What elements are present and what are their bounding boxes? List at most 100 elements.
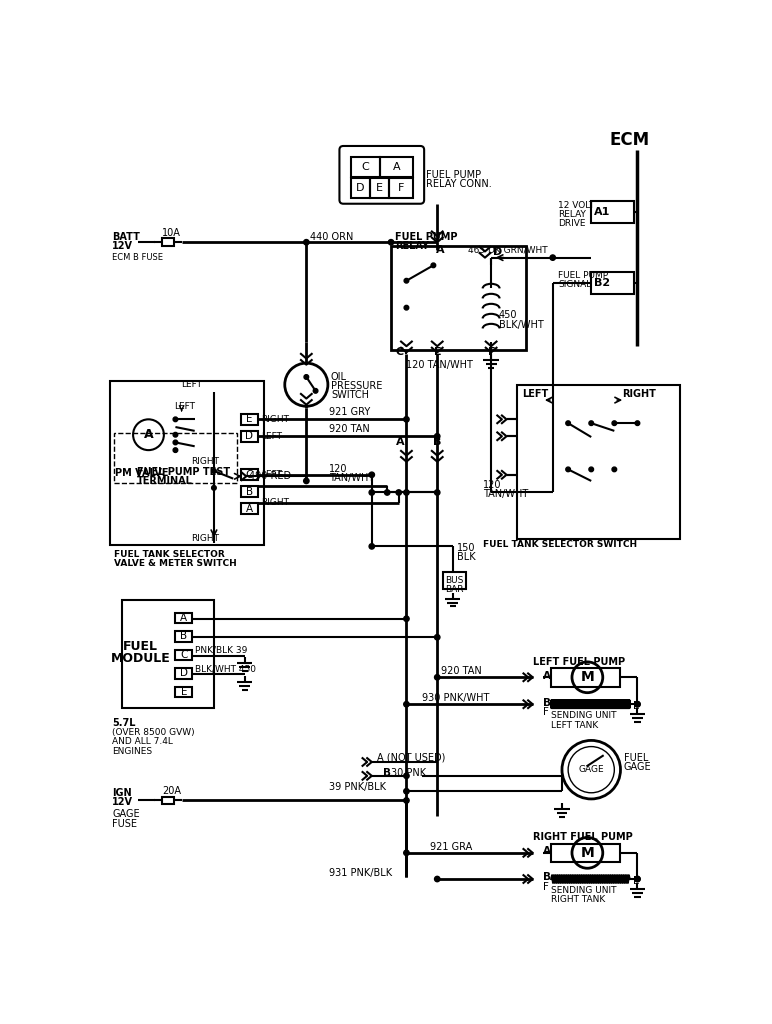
Circle shape: [173, 432, 178, 437]
Text: 12 VOLT: 12 VOLT: [558, 201, 594, 210]
Text: B: B: [384, 768, 391, 778]
Circle shape: [435, 675, 440, 680]
Text: BUS: BUS: [445, 575, 463, 585]
Circle shape: [369, 489, 374, 496]
Bar: [371, 178, 390, 199]
Text: BLK/WHT: BLK/WHT: [499, 319, 543, 330]
Text: BLK/WHT 450: BLK/WHT 450: [195, 665, 256, 674]
Text: A: A: [144, 428, 154, 441]
Circle shape: [173, 447, 178, 453]
Text: PNK/BLK 39: PNK/BLK 39: [195, 646, 247, 654]
Bar: [551, 844, 621, 862]
Bar: [161, 797, 174, 804]
Text: LEFT: LEFT: [261, 470, 282, 479]
Circle shape: [566, 467, 571, 472]
Text: F: F: [488, 347, 496, 357]
Circle shape: [303, 478, 309, 483]
Circle shape: [612, 421, 617, 426]
Text: GAGE: GAGE: [578, 765, 604, 774]
Text: FUEL PUMP: FUEL PUMP: [395, 231, 457, 242]
Bar: [391, 246, 526, 350]
Text: F: F: [543, 707, 549, 717]
Text: SENDING UNIT: SENDING UNIT: [551, 712, 617, 720]
Text: 930 PNK/WHT: 930 PNK/WHT: [422, 693, 489, 703]
Bar: [110, 381, 264, 545]
Text: 20A: 20A: [162, 786, 181, 797]
Circle shape: [612, 467, 617, 472]
Text: SWITCH: SWITCH: [331, 390, 369, 400]
Text: PM VALVE: PM VALVE: [115, 468, 169, 478]
Bar: [175, 686, 192, 697]
Circle shape: [635, 701, 640, 707]
Text: LEFT FUEL PUMP: LEFT FUEL PUMP: [533, 656, 625, 667]
Bar: [551, 668, 621, 686]
Text: DRIVE: DRIVE: [558, 219, 586, 228]
Text: FUEL PUMP TEST: FUEL PUMP TEST: [137, 467, 230, 477]
Text: LEFT: LEFT: [174, 401, 195, 411]
Circle shape: [589, 421, 594, 426]
Circle shape: [404, 417, 409, 422]
Bar: [175, 649, 192, 660]
Text: D: D: [356, 183, 364, 194]
Text: SIGNAL: SIGNAL: [558, 281, 591, 289]
Bar: [241, 414, 258, 425]
Text: 920 TAN: 920 TAN: [330, 424, 371, 434]
Text: B: B: [543, 872, 550, 883]
Text: C: C: [180, 650, 188, 659]
Circle shape: [550, 255, 555, 260]
Text: B: B: [432, 437, 441, 447]
Bar: [121, 600, 214, 708]
Circle shape: [589, 467, 594, 472]
Circle shape: [435, 877, 440, 882]
Circle shape: [404, 850, 409, 855]
Text: RIGHT TANK: RIGHT TANK: [551, 895, 605, 904]
Text: B: B: [181, 632, 188, 641]
Text: FUEL PUMP: FUEL PUMP: [426, 170, 482, 180]
Text: 450: 450: [499, 310, 517, 321]
Text: E: E: [246, 415, 252, 424]
Text: RIGHT: RIGHT: [622, 389, 656, 399]
Circle shape: [572, 838, 603, 868]
Text: ENGINES: ENGINES: [112, 746, 152, 756]
Circle shape: [303, 240, 309, 245]
Circle shape: [369, 472, 374, 477]
Text: 39 PNK/BLK: 39 PNK/BLK: [330, 781, 387, 792]
Circle shape: [635, 701, 640, 707]
Text: 931 PNK/BLK: 931 PNK/BLK: [330, 868, 392, 878]
Text: D: D: [180, 669, 188, 679]
Text: RIGHT FUEL PUMP: RIGHT FUEL PUMP: [533, 833, 633, 843]
Text: C: C: [362, 162, 370, 172]
Text: IGN: IGN: [112, 787, 132, 798]
Circle shape: [435, 489, 440, 496]
Text: 920 TAN: 920 TAN: [441, 667, 482, 676]
Circle shape: [435, 433, 440, 439]
Text: ECM B FUSE: ECM B FUSE: [112, 253, 164, 262]
Text: GAGE: GAGE: [624, 763, 652, 772]
Bar: [591, 202, 634, 223]
Text: F: F: [543, 882, 549, 892]
Text: RIGHT: RIGHT: [191, 457, 218, 466]
Circle shape: [431, 263, 435, 267]
Text: B: B: [245, 486, 253, 497]
Circle shape: [384, 489, 390, 496]
Text: LEFT: LEFT: [261, 432, 282, 440]
Text: C: C: [245, 470, 253, 480]
Text: 5.7L: 5.7L: [112, 719, 136, 728]
Circle shape: [635, 421, 640, 426]
Circle shape: [404, 773, 409, 778]
Text: BLK: BLK: [457, 552, 476, 562]
Circle shape: [396, 489, 401, 496]
Text: 30 PNK: 30 PNK: [391, 768, 426, 778]
Bar: [381, 157, 412, 177]
Bar: [591, 272, 634, 294]
Text: F: F: [398, 183, 405, 194]
Text: 150: 150: [457, 543, 476, 553]
Text: A: A: [181, 613, 188, 623]
Text: 10A: 10A: [162, 228, 181, 238]
Bar: [161, 239, 174, 246]
Text: BAR: BAR: [445, 585, 463, 594]
Circle shape: [304, 375, 309, 379]
Text: 120: 120: [483, 480, 502, 489]
Text: 120: 120: [330, 464, 348, 474]
Circle shape: [212, 469, 216, 473]
